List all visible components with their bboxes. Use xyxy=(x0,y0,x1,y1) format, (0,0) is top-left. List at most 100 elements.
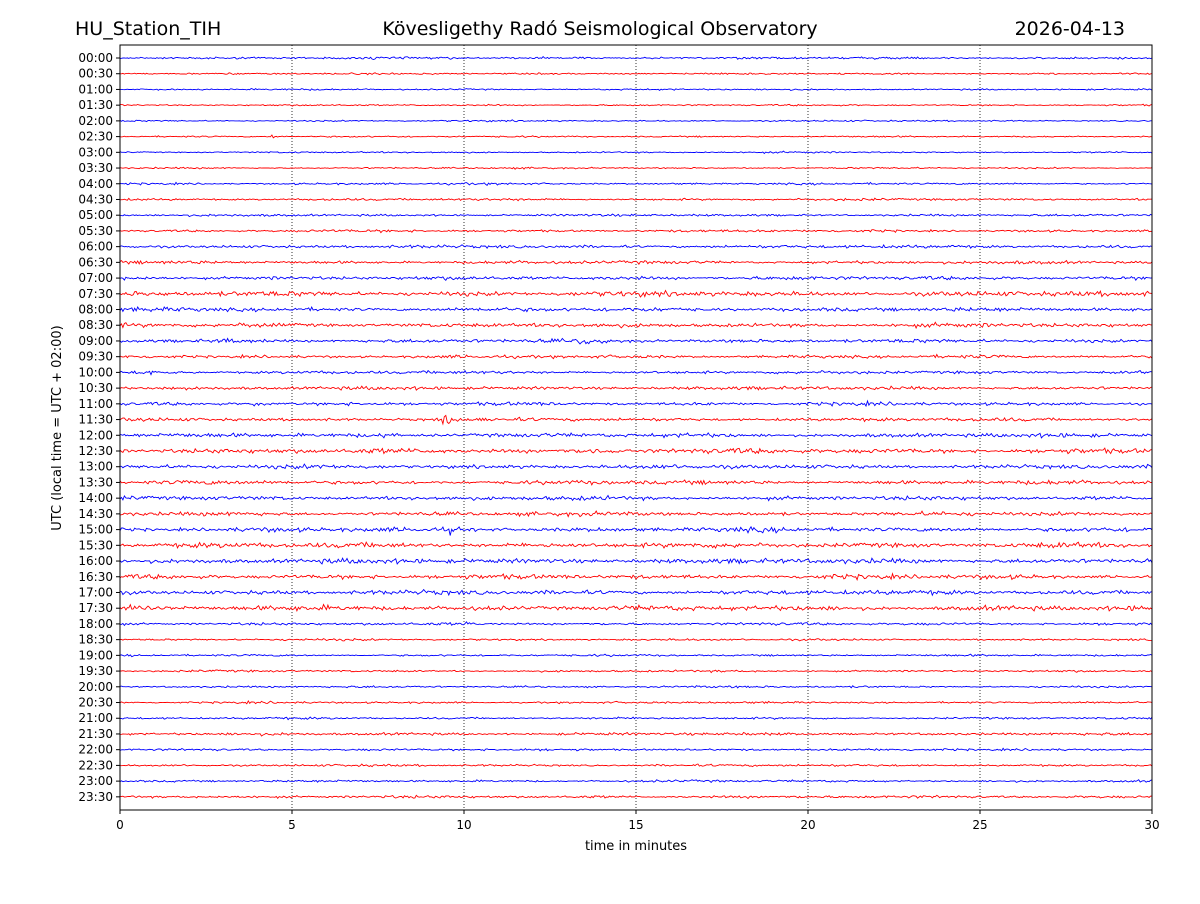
y-tick-label: 14:00 xyxy=(78,491,113,505)
trace-2230 xyxy=(119,763,1153,768)
y-tick-label: 05:00 xyxy=(78,208,113,222)
trace-0400 xyxy=(119,181,1153,187)
trace-1630 xyxy=(119,572,1153,581)
plot-area xyxy=(120,45,1152,810)
y-axis-label: UTC (local time = UTC + 02:00) xyxy=(50,325,65,530)
trace-0200 xyxy=(119,119,1152,123)
trace-0930 xyxy=(119,353,1153,360)
trace-2000 xyxy=(119,685,1153,689)
y-tick-label: 12:00 xyxy=(78,428,113,442)
trace-2300 xyxy=(119,779,1153,784)
y-tick-label: 12:30 xyxy=(78,444,113,458)
trace-2100 xyxy=(119,716,1153,721)
x-tick-label: 0 xyxy=(116,818,124,832)
y-tick-label: 10:30 xyxy=(78,381,113,395)
y-tick-label: 10:00 xyxy=(78,365,113,379)
y-tick-label: 06:30 xyxy=(78,255,113,269)
y-tick-label: 20:00 xyxy=(78,680,113,694)
y-tick-label: 16:00 xyxy=(78,554,113,568)
trace-0900 xyxy=(119,337,1153,345)
date-title: 2026-04-13 xyxy=(1015,18,1125,40)
y-tick-label: 22:00 xyxy=(78,743,113,757)
y-tick-label: 05:30 xyxy=(78,224,113,238)
y-tick-label: 17:00 xyxy=(78,585,113,599)
y-tick-label: 01:30 xyxy=(78,98,113,112)
x-tick-label: 20 xyxy=(800,818,815,832)
y-tick-label: 19:00 xyxy=(78,648,113,662)
y-tick-label: 09:00 xyxy=(78,334,113,348)
y-tick-label: 00:30 xyxy=(78,67,113,81)
trace-1230 xyxy=(119,447,1153,455)
y-tick-label: 03:30 xyxy=(78,161,113,175)
trace-1100 xyxy=(119,399,1153,408)
y-tick-label: 18:00 xyxy=(78,617,113,631)
y-tick-label: 02:00 xyxy=(78,114,113,128)
x-tick-label: 15 xyxy=(628,818,643,832)
x-axis-label: time in minutes xyxy=(585,839,687,854)
x-tick-label: 30 xyxy=(1144,818,1159,832)
trace-1300 xyxy=(120,463,1153,470)
x-tick-label: 10 xyxy=(456,818,471,832)
y-tick-label: 04:30 xyxy=(78,192,113,206)
y-tick-label: 03:00 xyxy=(78,145,113,159)
y-tick-label: 13:00 xyxy=(78,460,113,474)
trace-1030 xyxy=(119,385,1153,391)
y-tick-label: 17:30 xyxy=(78,601,113,615)
y-tick-label: 11:30 xyxy=(78,413,113,427)
y-tick-label: 18:30 xyxy=(78,633,113,647)
trace-1400 xyxy=(119,494,1153,502)
trace-0100 xyxy=(120,87,1153,92)
trace-1800 xyxy=(119,621,1153,627)
y-tick-label: 15:00 xyxy=(78,523,113,537)
y-tick-label: 21:30 xyxy=(78,727,113,741)
station-title: HU_Station_TIH xyxy=(75,18,221,40)
trace-1130 xyxy=(119,414,1153,426)
x-ticks: 0 5 10 15 20 25 30 xyxy=(116,810,1160,832)
trace-1430 xyxy=(119,510,1153,518)
trace-1330 xyxy=(119,479,1153,486)
trace-0000 xyxy=(119,55,1153,60)
y-tick-label: 02:30 xyxy=(78,130,113,144)
trace-0800 xyxy=(119,306,1153,313)
y-tick-label: 07:00 xyxy=(78,271,113,285)
trace-0230 xyxy=(119,134,1153,139)
observatory-title: Kövesligethy Radó Seismological Observat… xyxy=(382,18,817,40)
trace-0830 xyxy=(119,321,1153,330)
y-tick-label: 01:00 xyxy=(78,82,113,96)
traces xyxy=(119,55,1153,800)
trace-0730 xyxy=(119,289,1153,298)
trace-1930 xyxy=(120,669,1153,674)
trace-0300 xyxy=(119,150,1153,155)
trace-2200 xyxy=(119,747,1153,752)
y-tick-label: 22:30 xyxy=(78,758,113,772)
y-tick-label: 08:30 xyxy=(78,318,113,332)
y-tick-label: 20:30 xyxy=(78,696,113,710)
y-tick-label: 15:30 xyxy=(78,538,113,552)
trace-0530 xyxy=(119,228,1153,234)
y-tick-label: 14:30 xyxy=(78,507,113,521)
y-tick-label: 00:00 xyxy=(78,51,113,65)
trace-2130 xyxy=(119,731,1153,737)
trace-0130 xyxy=(120,103,1153,107)
trace-2330 xyxy=(119,794,1153,800)
trace-0700 xyxy=(119,275,1153,282)
trace-1000 xyxy=(119,369,1153,376)
x-tick-label: 25 xyxy=(972,818,987,832)
y-tick-label: 23:00 xyxy=(78,774,113,788)
y-tick-label: 07:30 xyxy=(78,287,113,301)
x-tick-label: 5 xyxy=(288,818,296,832)
y-tick-label: 16:30 xyxy=(78,570,113,584)
trace-1900 xyxy=(119,653,1153,658)
y-tick-label: 08:00 xyxy=(78,303,113,317)
trace-1200 xyxy=(119,432,1153,439)
trace-1530 xyxy=(119,541,1153,550)
y-tick-label: 23:30 xyxy=(78,790,113,804)
trace-2030 xyxy=(119,699,1153,705)
trace-1600 xyxy=(119,557,1153,565)
trace-1730 xyxy=(119,603,1153,612)
y-tick-label: 19:30 xyxy=(78,664,113,678)
trace-0600 xyxy=(119,243,1153,249)
